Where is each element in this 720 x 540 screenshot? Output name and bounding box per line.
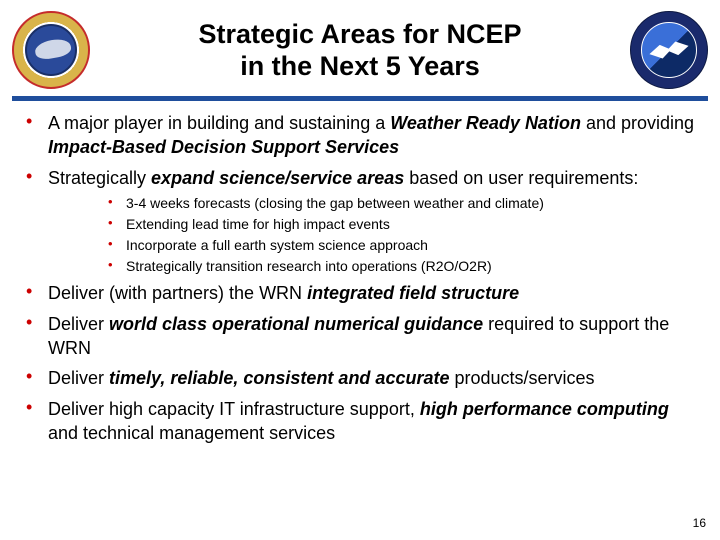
header-divider xyxy=(12,96,708,101)
text-emphasis: integrated field structure xyxy=(307,283,519,303)
text: and providing xyxy=(581,113,694,133)
sub-bullet-3: Incorporate a full earth system science … xyxy=(108,236,696,255)
text: Strategically xyxy=(48,168,151,188)
title-line1: Strategic Areas for NCEP xyxy=(198,19,521,49)
bullet-5: Deliver timely, reliable, consistent and… xyxy=(24,366,696,390)
text: Deliver (with partners) the WRN xyxy=(48,283,307,303)
nws-logo-ring xyxy=(12,11,90,89)
text: Deliver high capacity IT infrastructure … xyxy=(48,399,420,419)
slide-content: A major player in building and sustainin… xyxy=(0,111,720,445)
noaa-logo xyxy=(630,11,708,89)
text: based on user requirements: xyxy=(404,168,638,188)
noaa-logo-inner xyxy=(641,22,697,78)
text-emphasis: world class operational numerical guidan… xyxy=(109,314,483,334)
text: products/services xyxy=(449,368,594,388)
sub-bullet-4: Strategically transition research into o… xyxy=(108,257,696,276)
main-bullet-list: A major player in building and sustainin… xyxy=(24,111,696,445)
text-emphasis: high performance computing xyxy=(420,399,669,419)
text: Deliver xyxy=(48,314,109,334)
bullet-2: Strategically expand science/service are… xyxy=(24,166,696,276)
bullet-4: Deliver world class operational numerica… xyxy=(24,312,696,361)
noaa-logo-ring xyxy=(630,11,708,89)
text-emphasis: Weather Ready Nation xyxy=(390,113,581,133)
text-emphasis: Impact-Based Decision Support Services xyxy=(48,137,399,157)
slide-header: Strategic Areas for NCEP in the Next 5 Y… xyxy=(0,0,720,92)
nws-logo-inner xyxy=(25,24,77,76)
sub-bullet-1: 3-4 weeks forecasts (closing the gap bet… xyxy=(108,194,696,213)
bullet-6: Deliver high capacity IT infrastructure … xyxy=(24,397,696,446)
sub-bullet-2: Extending lead time for high impact even… xyxy=(108,215,696,234)
noaa-bird-icon xyxy=(648,39,690,61)
bullet-3: Deliver (with partners) the WRN integrat… xyxy=(24,281,696,305)
nws-logo xyxy=(12,11,90,89)
text: Deliver xyxy=(48,368,109,388)
text: A major player in building and sustainin… xyxy=(48,113,390,133)
slide-number: 16 xyxy=(693,516,706,530)
text-emphasis: expand science/service areas xyxy=(151,168,404,188)
text: and technical management services xyxy=(48,423,335,443)
bullet-1: A major player in building and sustainin… xyxy=(24,111,696,160)
title-line2: in the Next 5 Years xyxy=(240,51,480,81)
sub-bullet-list: 3-4 weeks forecasts (closing the gap bet… xyxy=(108,194,696,276)
slide-title: Strategic Areas for NCEP in the Next 5 Y… xyxy=(90,18,630,83)
text-emphasis: timely, reliable, consistent and accurat… xyxy=(109,368,449,388)
